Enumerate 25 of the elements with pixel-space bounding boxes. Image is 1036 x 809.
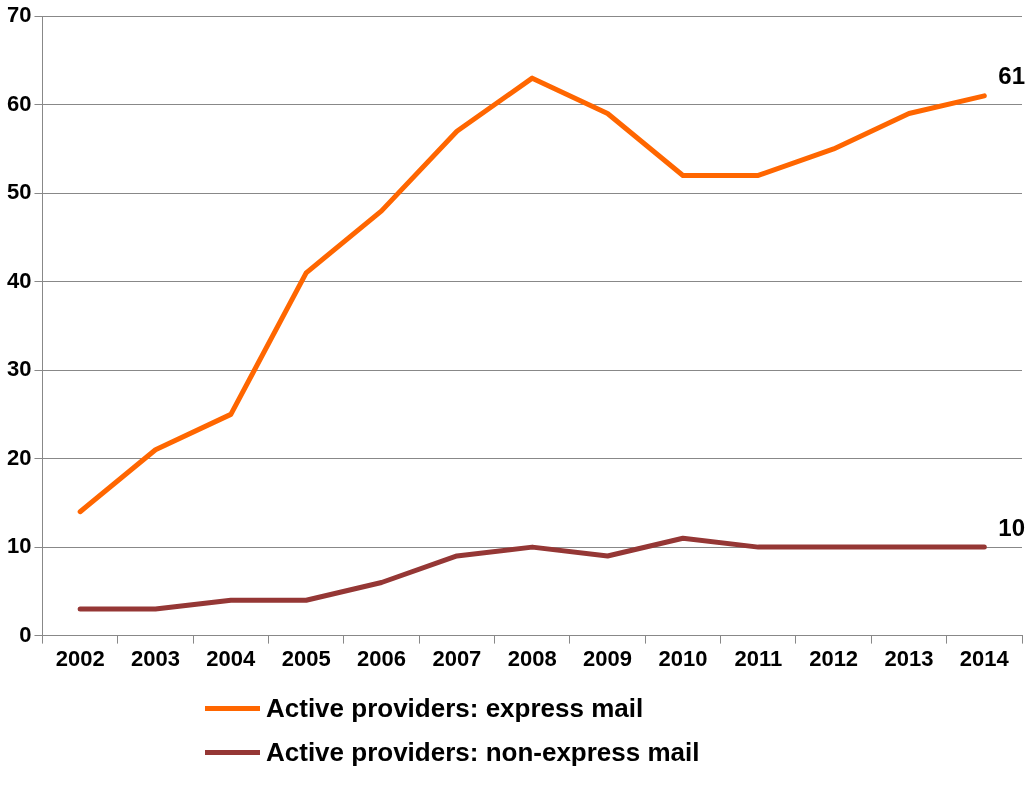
y-tick-label: 0 [19, 621, 32, 647]
x-tick-label: 2009 [583, 645, 633, 671]
legend-label: Active providers: express mail [266, 692, 644, 724]
y-tick-label: 20 [6, 444, 32, 470]
x-tick-label: 2013 [884, 645, 934, 671]
data-label: 10 [998, 513, 1026, 541]
x-tick-label: 2008 [507, 645, 557, 671]
x-tick-label: 2004 [206, 645, 257, 671]
x-tick-label: 2011 [734, 645, 783, 671]
x-tick-label: 2014 [959, 645, 1010, 671]
y-tick-label: 50 [6, 179, 32, 205]
y-tick-label: 60 [6, 90, 32, 116]
x-tick-label: 2003 [131, 645, 180, 671]
y-tick-label: 10 [6, 533, 32, 559]
y-tick-label: 40 [6, 267, 32, 293]
legend-label: Active providers: non-express mail [266, 736, 700, 768]
y-tick-label: 70 [6, 2, 32, 28]
x-tick-label: 2006 [357, 645, 407, 671]
x-tick-label: 2007 [432, 645, 482, 671]
x-tick-label: 2012 [809, 645, 859, 671]
x-tick-label: 2010 [658, 645, 708, 671]
x-tick-label: 2002 [55, 645, 105, 671]
y-tick-label: 30 [6, 356, 32, 382]
data-label: 61 [998, 62, 1026, 90]
x-tick-label: 2005 [281, 645, 331, 671]
